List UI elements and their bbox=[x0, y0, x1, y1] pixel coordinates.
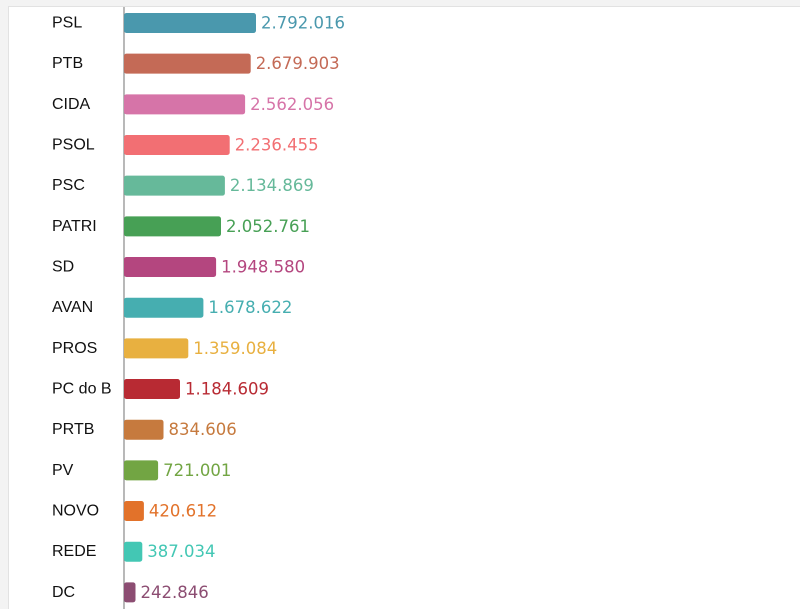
bar[interactable] bbox=[124, 541, 143, 562]
category-label: DC bbox=[52, 584, 75, 601]
category-label: REDE bbox=[52, 543, 96, 560]
bar[interactable] bbox=[124, 13, 256, 33]
bar-row: PTB 2.679.903 bbox=[52, 53, 340, 74]
category-label: PTB bbox=[52, 55, 83, 72]
category-label: PSL bbox=[52, 15, 82, 32]
chart-card: PSL 2.792.016 PTB 2.679.903 CIDA 2.562.056 PSO… bbox=[8, 6, 800, 609]
category-label: SD bbox=[52, 259, 74, 276]
category-label: PC do B bbox=[52, 381, 112, 398]
category-label: PRTB bbox=[52, 421, 94, 438]
bar[interactable] bbox=[124, 379, 180, 400]
bar[interactable] bbox=[124, 501, 144, 522]
category-label: AVAN bbox=[52, 299, 93, 316]
bar-row: PSL 2.792.016 bbox=[52, 13, 345, 33]
value-label: 721.001 bbox=[163, 461, 231, 480]
value-label: 1.359.084 bbox=[193, 339, 277, 358]
category-label: PV bbox=[52, 462, 74, 479]
value-label: 2.562.056 bbox=[250, 95, 334, 114]
bar[interactable] bbox=[124, 338, 189, 359]
value-label: 2.052.761 bbox=[226, 217, 310, 236]
bar[interactable] bbox=[124, 582, 136, 603]
bar-chart: PSL 2.792.016 PTB 2.679.903 CIDA 2.562.056 PSO… bbox=[52, 7, 345, 609]
value-label: 242.846 bbox=[141, 583, 209, 602]
value-label: 387.034 bbox=[147, 542, 215, 561]
value-label: 2.236.455 bbox=[235, 136, 319, 155]
category-label: PSC bbox=[52, 177, 85, 194]
bar[interactable] bbox=[124, 175, 225, 196]
bar-row: SD 1.948.580 bbox=[52, 257, 305, 278]
bar-row: PROS 1.359.084 bbox=[52, 338, 277, 359]
bar-row: PV 721.001 bbox=[52, 460, 231, 481]
value-label: 2.679.903 bbox=[256, 54, 340, 73]
bar[interactable] bbox=[124, 460, 159, 481]
value-label: 420.612 bbox=[149, 502, 217, 521]
bar-row: REDE 387.034 bbox=[52, 541, 216, 562]
value-label: 2.792.016 bbox=[261, 14, 345, 33]
bar-row: PSOL 2.236.455 bbox=[52, 135, 319, 156]
bar-row: PSC 2.134.869 bbox=[52, 175, 314, 196]
bar[interactable] bbox=[124, 257, 217, 278]
bar-row: PATRI 2.052.761 bbox=[52, 216, 310, 237]
bar[interactable] bbox=[124, 94, 246, 115]
category-label: CIDA bbox=[52, 96, 91, 113]
bar[interactable] bbox=[124, 53, 251, 74]
category-label: PROS bbox=[52, 340, 97, 357]
bar[interactable] bbox=[124, 419, 164, 440]
value-label: 834.606 bbox=[169, 420, 237, 439]
bar-row: DC 242.846 bbox=[52, 582, 209, 603]
bar-row: PC do B 1.184.609 bbox=[52, 379, 269, 400]
bar[interactable] bbox=[124, 216, 221, 237]
category-label: NOVO bbox=[52, 503, 99, 520]
bar-row: PRTB 834.606 bbox=[52, 419, 237, 440]
bar-row: AVAN 1.678.622 bbox=[52, 297, 292, 318]
value-label: 1.184.609 bbox=[185, 380, 269, 399]
bar[interactable] bbox=[124, 297, 204, 318]
value-label: 1.948.580 bbox=[221, 258, 305, 277]
bar-row: CIDA 2.562.056 bbox=[52, 94, 334, 115]
value-label: 1.678.622 bbox=[208, 298, 292, 317]
value-label: 2.134.869 bbox=[230, 176, 314, 195]
category-label: PSOL bbox=[52, 137, 95, 154]
bar[interactable] bbox=[124, 135, 230, 156]
category-label: PATRI bbox=[52, 218, 97, 235]
bars-layer: PSL 2.792.016 PTB 2.679.903 CIDA 2.562.056 PSO… bbox=[52, 13, 345, 603]
bar-row: NOVO 420.612 bbox=[52, 501, 217, 522]
